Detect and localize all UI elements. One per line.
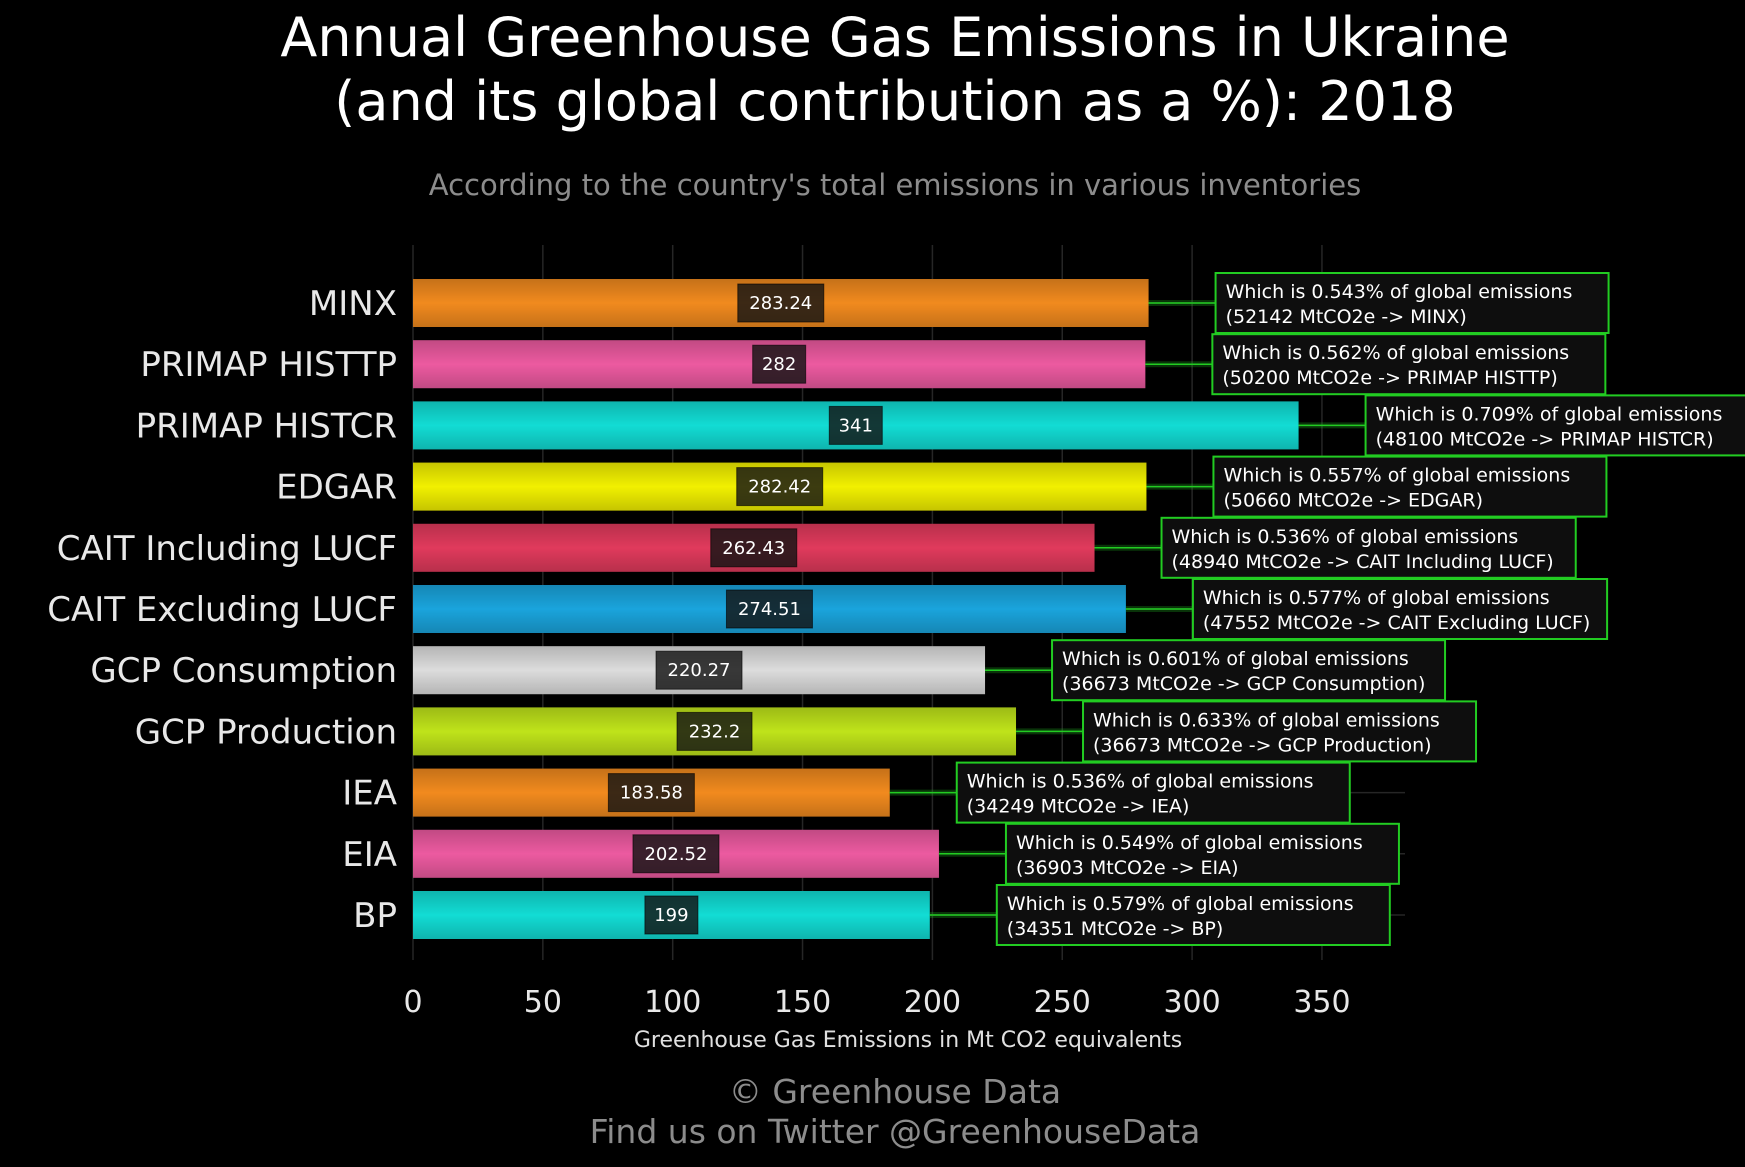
value-label: 202.52	[644, 844, 707, 865]
annotation-box	[995, 884, 1391, 946]
value-label-box	[725, 589, 813, 629]
x-axis-ticks: 0 50 100 150 200 250 300 350	[403, 985, 1350, 1020]
value-label: 341	[839, 415, 873, 436]
annotation-line1: Which is 0.601% of global emissions	[1062, 648, 1409, 670]
category-label: CAIT Including LUCF	[57, 529, 397, 569]
annotation-line2: (34351 MtCO2e -> BP)	[1007, 918, 1224, 940]
value-label-box	[676, 711, 753, 751]
value-label: 262.43	[722, 538, 785, 559]
annotation-line2: (34249 MtCO2e -> IEA)	[967, 796, 1190, 818]
category-label: MINX	[309, 284, 397, 324]
annotation-box	[1214, 272, 1610, 334]
annotation-line2: (48940 MtCO2e -> CAIT Including LUCF)	[1172, 551, 1554, 573]
value-label-box	[607, 773, 695, 813]
chart-title-line1: Annual Greenhouse Gas Emissions in Ukrai…	[280, 6, 1510, 69]
annotation-line1: Which is 0.536% of global emissions	[967, 771, 1314, 793]
category-label: IEA	[342, 774, 397, 814]
annotation-box	[1212, 455, 1608, 518]
annotation-box	[1082, 700, 1478, 763]
value-label-box	[736, 467, 824, 507]
twitter-text: Find us on Twitter @GreenhouseData	[589, 1112, 1201, 1151]
value-labels: 283.24 282 341 282.42 262.43 274.51 220.27 232.…	[607, 283, 883, 935]
annotation-line1: Which is 0.536% of global emissions	[1172, 526, 1519, 548]
annotation-box	[1191, 578, 1609, 640]
annotation-box	[1364, 394, 1745, 457]
value-label-box	[644, 895, 699, 935]
x-tick-label: 150	[774, 985, 831, 1020]
category-label: PRIMAP HISTCR	[136, 406, 397, 446]
annotation-line2: (36903 MtCO2e -> EIA)	[1016, 857, 1239, 879]
x-tick-label: 50	[524, 985, 562, 1020]
annotation-line2: (47552 MtCO2e -> CAIT Excluding LUCF)	[1203, 612, 1590, 634]
value-label-box	[655, 650, 743, 690]
annotation-box	[1211, 333, 1607, 396]
annotation-line2: (50660 MtCO2e -> EDGAR)	[1223, 490, 1483, 512]
x-tick-label: 300	[1163, 985, 1220, 1020]
category-label: EIA	[342, 835, 397, 875]
annotation-line2: (48100 MtCO2e -> PRIMAP HISTCR)	[1376, 428, 1714, 450]
category-label: BP	[353, 896, 397, 936]
category-label: GCP Consumption	[90, 651, 397, 691]
category-label: GCP Production	[135, 712, 397, 752]
copyright-text: © Greenhouse Data	[728, 1072, 1062, 1111]
value-label: 282.42	[748, 477, 811, 498]
annotation-line1: Which is 0.562% of global emissions	[1222, 342, 1569, 364]
annotation-line2: (36673 MtCO2e -> GCP Consumption)	[1062, 673, 1425, 695]
chart-subtitle: According to the country's total emissio…	[428, 168, 1362, 202]
x-tick-label: 100	[644, 985, 701, 1020]
annotation-line1: Which is 0.709% of global emissions	[1376, 403, 1723, 425]
value-label-box	[828, 405, 883, 445]
y-axis-labels: MINX PRIMAP HISTTP PRIMAP HISTCR EDGAR CAIT …	[47, 284, 397, 936]
value-label: 183.58	[620, 783, 683, 804]
x-tick-label: 250	[1034, 985, 1091, 1020]
annotation-box	[1160, 516, 1577, 579]
value-label: 232.2	[689, 721, 741, 742]
x-tick-label: 350	[1293, 985, 1350, 1020]
chart-title-line2: (and its global contribution as a %): 20…	[334, 70, 1456, 133]
value-label-box	[752, 344, 807, 384]
annotation-line2: (50200 MtCO2e -> PRIMAP HISTTP)	[1222, 367, 1557, 389]
annotation-line1: Which is 0.633% of global emissions	[1093, 709, 1440, 731]
x-tick-label: 200	[904, 985, 961, 1020]
category-label: CAIT Excluding LUCF	[47, 590, 397, 630]
annotation-line1: Which is 0.577% of global emissions	[1203, 587, 1550, 609]
annotation-box	[955, 761, 1351, 824]
annotation-line1: Which is 0.557% of global emissions	[1223, 465, 1570, 487]
value-label-box	[710, 528, 798, 568]
annotation-line2: (36673 MtCO2e -> GCP Production)	[1093, 734, 1432, 756]
footer: © Greenhouse Data Find us on Twitter @Gr…	[0, 1072, 1745, 1152]
annotation-box	[1051, 639, 1447, 702]
value-label: 274.51	[738, 599, 801, 620]
x-axis-label: Greenhouse Gas Emissions in Mt CO2 equiv…	[634, 1028, 1182, 1053]
value-label: 283.24	[749, 293, 812, 314]
value-label: 282	[762, 354, 796, 375]
value-label-box	[632, 834, 720, 874]
annotation-line1: Which is 0.579% of global emissions	[1007, 893, 1354, 915]
value-label: 220.27	[668, 660, 731, 681]
annotation-box	[1004, 822, 1400, 885]
category-label: PRIMAP HISTTP	[140, 345, 397, 385]
category-label: EDGAR	[276, 468, 397, 508]
annotation-line2: (52142 MtCO2e -> MINX)	[1226, 306, 1467, 328]
annotation-line1: Which is 0.549% of global emissions	[1016, 832, 1363, 854]
value-label: 199	[654, 905, 688, 926]
annotations: Which is 0.543% of global emissions (5214…	[889, 272, 1745, 946]
chart-title: Annual Greenhouse Gas Emissions in Ukrai…	[0, 6, 1745, 134]
annotation-line1: Which is 0.543% of global emissions	[1226, 281, 1573, 303]
x-tick-label: 0	[403, 985, 422, 1020]
value-label-box	[737, 283, 825, 323]
